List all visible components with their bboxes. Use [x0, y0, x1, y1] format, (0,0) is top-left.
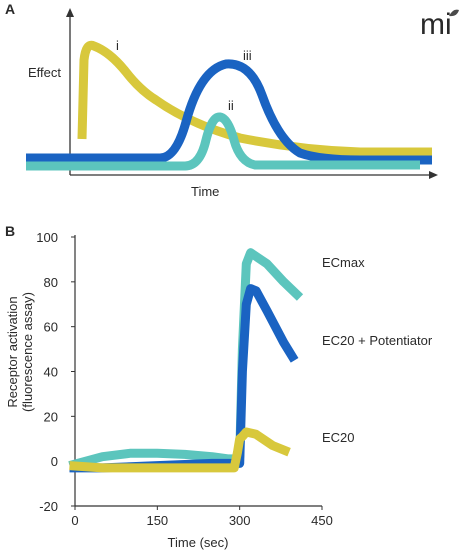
logo-text: mi [420, 8, 452, 41]
panel-a-curve-ii [26, 112, 420, 171]
panel-b-lines [68, 248, 304, 473]
y-tick-label: 100 [36, 230, 58, 245]
panel-a-x-axis-arrow [429, 171, 438, 179]
panel-a-curve-iii [26, 59, 432, 165]
legend-ec20-potentiator: EC20 + Potentiator [322, 333, 433, 348]
panel-a-x-label: Time [191, 184, 219, 199]
series-label-ii: ii [228, 98, 234, 113]
panel-a: A Effect Time i ii iii [5, 1, 438, 199]
panel-b-y-label: Receptor activation (fluorescence assay) [5, 292, 35, 412]
panel-a-y-label: Effect [28, 65, 61, 80]
legend-ec20: EC20 [322, 430, 355, 445]
y-tick-label: 20 [44, 409, 58, 424]
y-tick-label: 40 [44, 365, 58, 380]
line-ec20 [69, 427, 291, 473]
logo-leaf [449, 9, 459, 17]
series-label-iii: iii [243, 48, 252, 63]
logo: mi [420, 8, 459, 41]
x-tick-label: 450 [311, 513, 333, 528]
panel-b-letter: B [5, 223, 15, 239]
panel-b-y-label-line1: Receptor activation [5, 296, 20, 407]
panel-b-x-label: Time (sec) [168, 535, 229, 550]
panel-a-curve-i [77, 40, 432, 157]
y-tick-label: -20 [39, 499, 58, 514]
panel-b-axes: -20 0 20 40 60 80 100 0 150 300 450 [36, 230, 333, 528]
y-tick-label: 80 [44, 275, 58, 290]
panel-b-y-label-line2: (fluorescence assay) [20, 292, 35, 412]
x-tick-label: 0 [71, 513, 78, 528]
x-tick-label: 150 [146, 513, 168, 528]
panel-a-y-axis-arrow [66, 8, 74, 17]
legend-ecmax: ECmax [322, 255, 365, 270]
line-ecmax [68, 248, 304, 470]
panel-a-letter: A [5, 1, 15, 17]
series-label-i: i [116, 38, 119, 53]
panel-b: B -20 0 20 40 60 80 100 0 150 300 450 Time (sec) R… [5, 223, 433, 550]
y-tick-label: 60 [44, 320, 58, 335]
y-tick-label: 0 [51, 454, 58, 469]
x-tick-label: 300 [229, 513, 251, 528]
